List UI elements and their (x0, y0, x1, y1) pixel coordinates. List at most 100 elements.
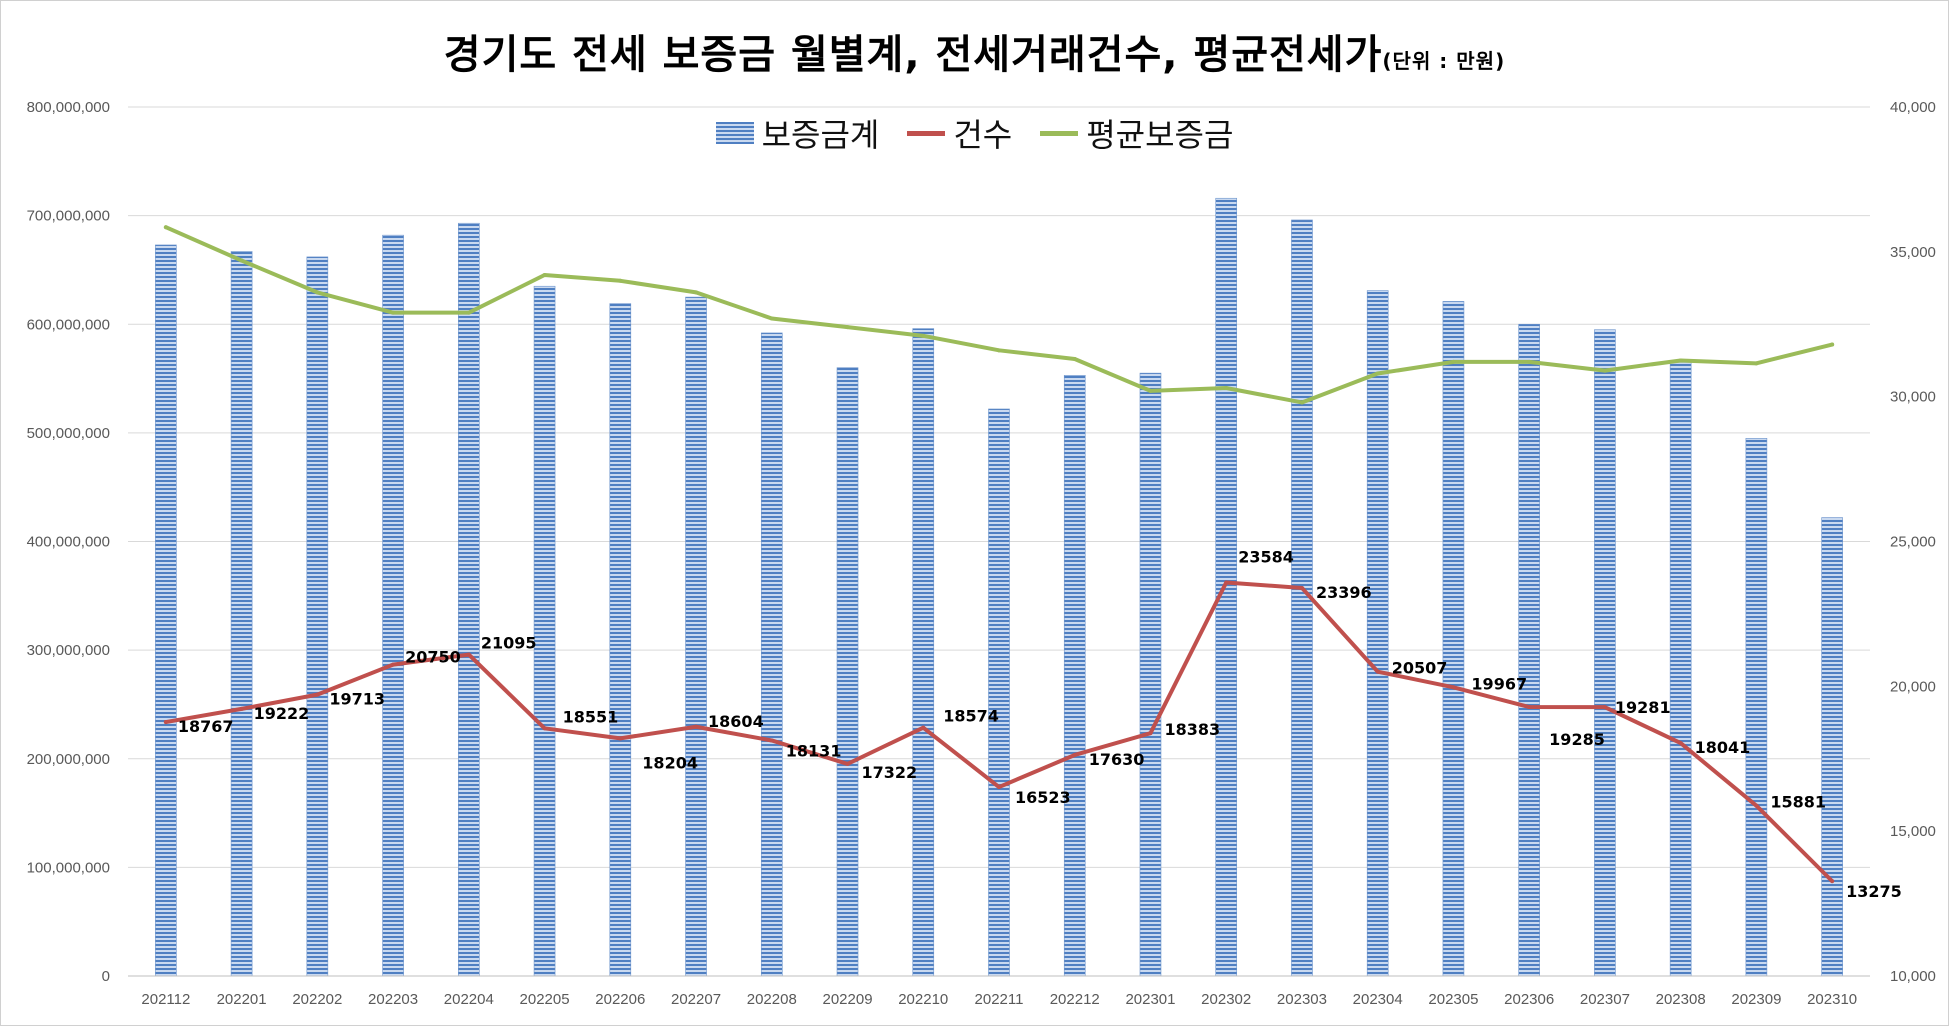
deposit-bar (912, 328, 935, 977)
count-data-label: 16523 (1015, 788, 1071, 807)
right-axis-tick-label: 10,000 (1890, 968, 1936, 985)
x-axis-tick-label: 202208 (747, 991, 797, 1008)
deposit-bar (382, 234, 404, 977)
count-data-label: 19285 (1549, 730, 1605, 749)
deposit-bar (1366, 290, 1389, 977)
count-data-label: 15881 (1770, 793, 1826, 812)
count-data-label: 23396 (1316, 583, 1372, 602)
count-point (391, 662, 396, 667)
legend-label-count: 건수 (953, 116, 1013, 154)
average-deposit-point (466, 310, 471, 315)
deposit-bar (1442, 301, 1465, 977)
legend-item-deposit: 보증금계 (715, 110, 879, 156)
count-data-label: 21095 (481, 634, 537, 653)
right-axis-tick-label: 25,000 (1890, 534, 1936, 551)
count-point (769, 738, 774, 743)
count-data-label: 19222 (254, 704, 310, 723)
count-point (1527, 705, 1532, 710)
count-point (1148, 731, 1153, 736)
left-axis-tick-label: 700,000,000 (27, 208, 110, 225)
left-axis-tick-label: 600,000,000 (27, 316, 110, 333)
right-axis-tick-label: 15,000 (1890, 823, 1936, 840)
count-point (1375, 669, 1380, 674)
count-point (1678, 741, 1683, 746)
x-axis-tick-label: 202210 (898, 991, 948, 1008)
deposit-bar (760, 332, 783, 977)
deposit-bar (1215, 197, 1238, 977)
average-deposit-point (845, 325, 850, 330)
average-deposit-point (239, 258, 244, 263)
average-deposit-point (694, 290, 699, 295)
x-axis-tick-label: 202306 (1504, 991, 1554, 1008)
count-data-label: 19713 (329, 690, 385, 709)
legend-item-average: 평균보증금 (1040, 110, 1233, 156)
count-point (1224, 580, 1229, 585)
deposit-bar (155, 244, 177, 977)
count-data-label: 17322 (862, 763, 918, 782)
x-axis-tick-label: 202203 (368, 991, 418, 1008)
chart-title: 경기도 전세 보증금 월별계, 전세거래건수, 평균전세가(단위 : 만원) (0, 22, 1949, 80)
average-deposit-point (1224, 385, 1229, 390)
count-point (466, 652, 471, 657)
average-deposit-point (1451, 359, 1456, 364)
deposit-bar (306, 256, 329, 977)
count-data-label: 18204 (642, 753, 698, 772)
average-deposit-point (997, 348, 1001, 353)
deposit-bar (1594, 329, 1616, 977)
count-data-label: 18131 (786, 741, 842, 760)
count-point (921, 725, 926, 730)
x-axis-tick-label: 202212 (1050, 991, 1100, 1008)
x-axis-tick-label: 202303 (1277, 991, 1327, 1008)
x-axis-tick-label: 202207 (671, 991, 721, 1008)
deposit-bar (1821, 517, 1843, 977)
left-axis-tick-label: 500,000,000 (27, 425, 110, 442)
count-point (239, 706, 244, 711)
left-axis-tick-label: 0 (102, 968, 110, 985)
chart-title-unit: (단위 : 만원) (1382, 49, 1506, 73)
legend-item-count: 건수 (907, 110, 1012, 156)
right-axis-tick-label: 35,000 (1890, 244, 1936, 261)
average-deposit-point (1148, 388, 1153, 393)
average-deposit-line (163, 225, 1835, 405)
x-axis-tick-label: 202309 (1731, 991, 1781, 1008)
deposit-bar (988, 408, 1010, 977)
right-axis-tick-label: 30,000 (1890, 389, 1936, 406)
average-deposit-point (1299, 400, 1304, 405)
left-axis-tick-label: 100,000,000 (27, 859, 110, 876)
left-axis-tick-label: 300,000,000 (27, 642, 110, 659)
count-data-label: 17630 (1089, 750, 1145, 769)
count-data-label: 20507 (1392, 659, 1448, 678)
average-deposit-point (769, 316, 774, 321)
x-axis-tick-label: 202209 (822, 991, 872, 1008)
deposit-bar (685, 296, 707, 977)
x-axis-tick-label: 202307 (1580, 991, 1630, 1008)
deposit-bar (609, 303, 632, 977)
count-point (997, 785, 1001, 790)
average-deposit-point (1527, 359, 1532, 364)
average-deposit-point (921, 333, 926, 338)
deposit-bar (1669, 361, 1692, 977)
x-axis-tick-label: 202201 (217, 991, 267, 1008)
legend-bar-swatch-icon (715, 122, 754, 144)
chart-title-main: 경기도 전세 보증금 월별계, 전세거래건수, 평균전세가 (443, 32, 1383, 78)
count-data-label: 18574 (943, 707, 999, 726)
average-deposit-point (1678, 358, 1683, 363)
count-point (542, 726, 547, 731)
count-data-label: 19281 (1615, 698, 1671, 717)
average-deposit-point (1375, 371, 1380, 376)
deposit-bar (1518, 323, 1540, 977)
count-data-label: 18041 (1695, 738, 1751, 757)
right-axis-tick-label: 20,000 (1890, 678, 1936, 695)
count-data-label: 18604 (708, 712, 764, 731)
average-deposit-point (618, 278, 623, 283)
legend-count-line-icon (907, 130, 946, 136)
x-axis-tick-label: 202301 (1125, 991, 1175, 1008)
average-deposit-point (1072, 357, 1077, 362)
count-point (1754, 803, 1759, 808)
count-point (1299, 585, 1304, 590)
deposit-bar (458, 222, 480, 977)
deposit-bar (836, 367, 859, 977)
deposit-bar (230, 251, 253, 977)
average-deposit-point (391, 310, 396, 315)
